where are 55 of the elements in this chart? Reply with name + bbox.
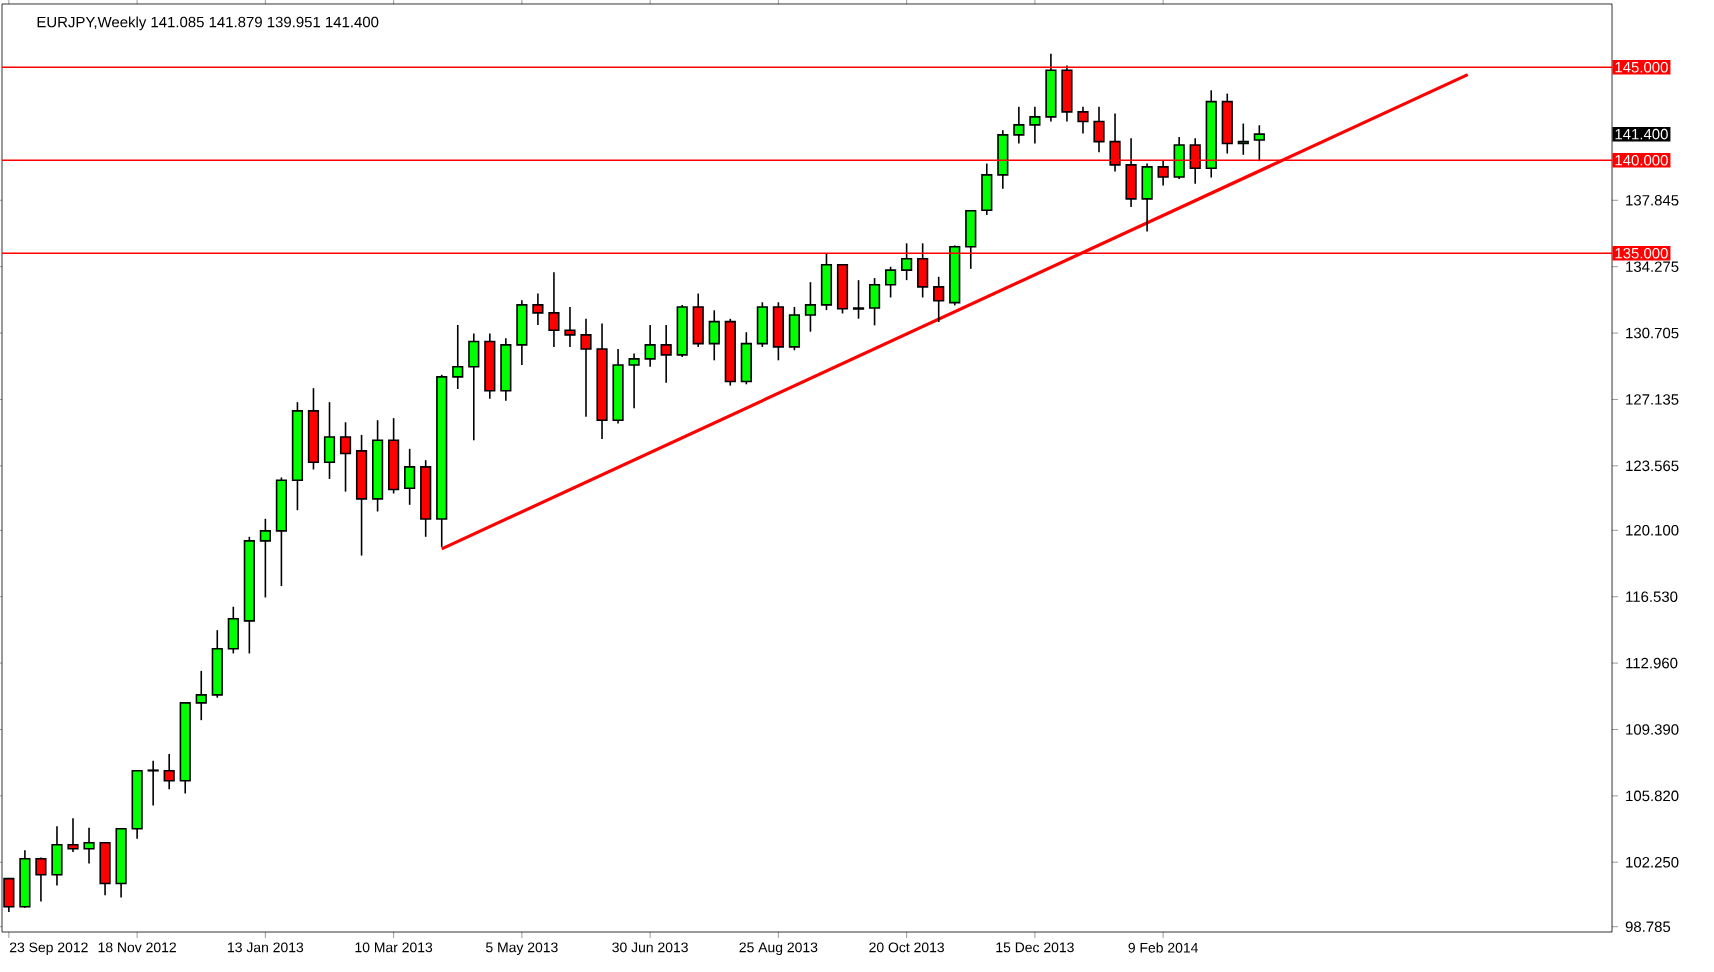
candlestick [259, 517, 271, 599]
candlestick [772, 301, 784, 362]
candlestick [532, 292, 544, 326]
candlestick [868, 277, 881, 327]
candlestick [355, 434, 368, 557]
candlestick [516, 299, 528, 366]
candlestick [67, 817, 79, 853]
candlestick [1253, 124, 1265, 162]
candlestick [788, 306, 801, 352]
candlestick [500, 337, 512, 402]
candlestick [820, 252, 833, 311]
candlestick [1221, 92, 1233, 155]
candlestick [1013, 106, 1025, 145]
candlestick [660, 324, 672, 384]
candlestick [211, 629, 223, 699]
candlestick [404, 448, 416, 506]
candlestick [1173, 136, 1185, 180]
candlestick [708, 309, 720, 362]
candlestick [1045, 52, 1057, 123]
candlestick [965, 209, 977, 270]
candlestick [452, 324, 464, 390]
candlestick [836, 263, 849, 315]
candlestick [740, 331, 752, 386]
candlestick [339, 421, 352, 493]
candlestick [981, 162, 993, 216]
candlestick [628, 352, 640, 410]
candlestick [19, 849, 31, 909]
candlestick [548, 271, 560, 348]
candlestick [564, 306, 576, 348]
candlestick [51, 825, 63, 887]
candlestick [195, 670, 207, 721]
candlestick [323, 401, 336, 480]
candlestick [35, 856, 47, 903]
candlestick [99, 841, 111, 897]
candlestick [1029, 106, 1041, 145]
candlestick [1141, 162, 1153, 233]
candlestick [756, 301, 768, 348]
candlestick [852, 279, 865, 320]
candlestick [1077, 106, 1089, 135]
candlestick [227, 605, 239, 655]
candlestick [468, 332, 480, 442]
candlestick [884, 265, 897, 299]
candlestick [692, 292, 704, 348]
candlestick [1237, 122, 1249, 156]
candlestick [644, 324, 656, 368]
candlestick [580, 318, 592, 418]
candlestick [1093, 106, 1105, 154]
candlestick [804, 281, 817, 333]
candlestick [83, 827, 95, 865]
candlestick [676, 304, 688, 358]
candlestick [997, 129, 1009, 190]
candlestick [147, 759, 159, 807]
candlestick [163, 753, 175, 791]
candlestick [933, 276, 945, 323]
candlestick [901, 242, 913, 281]
